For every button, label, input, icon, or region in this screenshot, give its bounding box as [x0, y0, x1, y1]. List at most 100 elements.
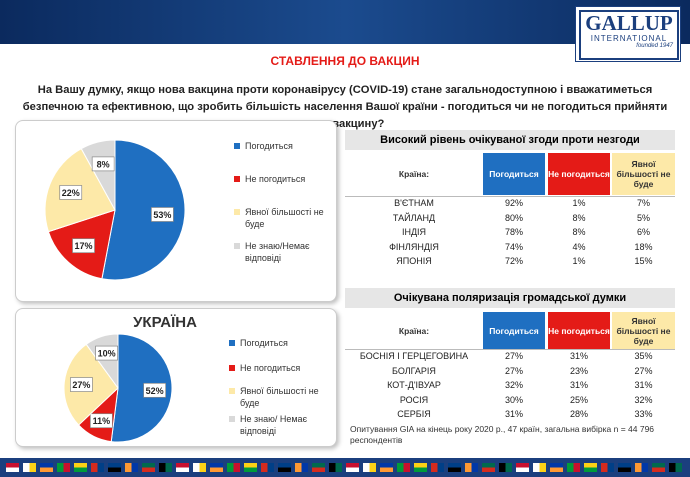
legend-item: Погодиться [229, 337, 330, 349]
table-cell: РОСІЯ [399, 394, 429, 405]
value-label: 10% [98, 349, 116, 359]
legend-item: Не знаю/Немає відповіді [234, 240, 325, 264]
value-label-box [151, 207, 174, 222]
table-cell: 31% [634, 380, 653, 390]
table-cell: СЕРБІЯ [397, 409, 431, 419]
flag [363, 463, 376, 472]
flag [57, 463, 70, 472]
table-cell: 23% [569, 365, 588, 376]
legend-swatch [234, 176, 240, 182]
column-header: Не погодиться [548, 312, 610, 350]
table-cell: 33% [634, 409, 653, 419]
flag [346, 463, 359, 472]
legend-swatch [229, 365, 235, 371]
legend-item: Явної більшості не буде [234, 206, 325, 230]
table-cell: 72% [504, 256, 523, 266]
flag [227, 463, 240, 472]
flag-strip [0, 458, 690, 477]
flag [295, 463, 308, 472]
table-cell: 1% [572, 256, 586, 266]
flag [74, 463, 87, 472]
table-cell: 78% [504, 227, 523, 237]
table-cell: ЯПОНІЯ [396, 256, 432, 266]
table-cell: 6% [636, 227, 650, 237]
column-header: Країна: [350, 312, 478, 350]
table-cell: 30% [504, 394, 523, 405]
logo-sub: INTERNATIONAL [590, 34, 668, 43]
value-label-box [59, 185, 83, 200]
flag [108, 463, 121, 472]
flag [499, 463, 512, 472]
column-header: Явної більшості не буде [612, 153, 675, 195]
table-cell: 74% [504, 241, 523, 252]
table-cell: 27% [504, 351, 523, 361]
table-cell: 8% [572, 212, 586, 223]
flag [278, 463, 291, 472]
flag [159, 463, 172, 472]
flag [516, 463, 529, 472]
column-header: Не погодиться [548, 153, 610, 195]
table-cell: ІНДІЯ [401, 227, 427, 237]
table-rule [345, 196, 675, 197]
flag [414, 463, 427, 472]
table-cell: 1% [572, 198, 586, 208]
footnote: Опитування GIA на кінець року 2020 р., 4… [350, 424, 655, 445]
column-header: Явної більшості не буде [612, 312, 675, 350]
value-label: 17% [75, 241, 93, 251]
table-cell: 5% [636, 212, 650, 223]
table-cell: 31% [504, 409, 523, 419]
table-cell: ТАЙЛАНД [392, 212, 436, 223]
table-cell: 32% [504, 380, 523, 390]
table-title: Очікувана поляризація громадської думки [345, 288, 675, 308]
table-cell: 80% [504, 212, 523, 223]
value-label-box [89, 413, 113, 429]
flag [550, 463, 563, 472]
table-cell: 35% [634, 351, 653, 361]
flag [618, 463, 631, 472]
legend-swatch [229, 388, 235, 394]
flag [431, 463, 444, 472]
legend-item: Явної більшості не буде [229, 385, 330, 409]
table-cell: ФІНЛЯНДІЯ [389, 241, 439, 252]
column-header: Погодиться [483, 153, 545, 195]
flag [533, 463, 546, 472]
table-cell: 18% [634, 241, 653, 252]
legend-swatch [234, 143, 240, 149]
legend-item: Не погодиться [234, 173, 325, 185]
flag [482, 463, 495, 472]
table-cell: 31% [569, 380, 588, 390]
flag [40, 463, 53, 472]
legend-item: Не погодиться [229, 362, 330, 374]
table-cell: 15% [634, 256, 653, 266]
flag [567, 463, 580, 472]
flag [312, 463, 325, 472]
flag [584, 463, 597, 472]
legend-item: Не знаю/ Немає відповіді [229, 413, 330, 437]
table-cell: 32% [634, 394, 653, 405]
table-cell: 27% [634, 365, 653, 376]
value-label-box [70, 377, 93, 392]
logo-frame: GALLUP INTERNATIONAL founded 1947 [579, 10, 679, 60]
flag [397, 463, 410, 472]
flag [193, 463, 206, 472]
table-cell: 31% [569, 351, 588, 361]
table-cell: БОСНІЯ І ГЕРЦЕГОВИНА [359, 351, 469, 361]
flag [652, 463, 665, 472]
flag [601, 463, 614, 472]
value-label: 8% [97, 159, 110, 169]
logo-name: GALLUP [585, 11, 673, 35]
legend-swatch [229, 416, 235, 422]
pie-slice [101, 139, 186, 281]
flag [635, 463, 648, 472]
table-cell: 27% [504, 365, 523, 376]
flag [142, 463, 155, 472]
value-label: 27% [72, 380, 90, 390]
flag [669, 463, 682, 472]
legend-item: Погодиться [234, 140, 325, 152]
value-label-box [143, 382, 166, 398]
flag [244, 463, 257, 472]
flag [23, 463, 36, 472]
value-label-box [95, 345, 119, 361]
logo-founded: founded 1947 [636, 43, 673, 49]
